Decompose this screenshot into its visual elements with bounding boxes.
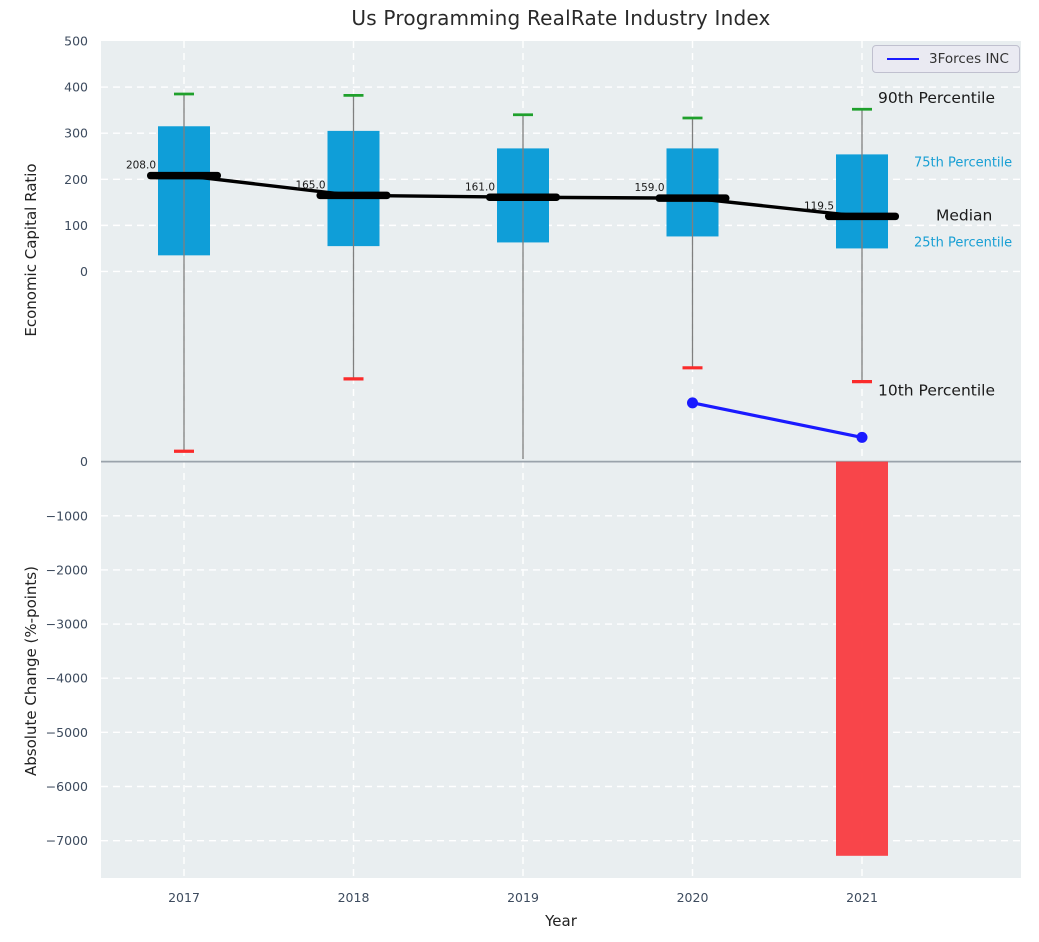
company-line	[692, 401, 863, 439]
y-tick-top: 0	[80, 264, 88, 279]
y-tick-bottom: −3000	[46, 617, 88, 632]
x-tick-label: 2019	[507, 890, 539, 905]
y-tick-bottom: −6000	[46, 779, 88, 794]
median-value-label-2018: 165.0	[295, 179, 325, 191]
y-tick-bottom: −5000	[46, 725, 88, 740]
median-line-2017	[147, 171, 221, 180]
x-tick-label: 2018	[338, 890, 370, 905]
annotation-p10: 10th Percentile	[878, 382, 995, 400]
median-line-2018	[316, 191, 391, 200]
y-tick-bottom: −4000	[46, 671, 88, 686]
annotation-p90: 90th Percentile	[878, 89, 995, 107]
y-tick-bottom: 0	[80, 454, 88, 469]
annotation-q3: 75th Percentile	[914, 155, 1012, 170]
annotation-q1: 25th Percentile	[914, 235, 1012, 250]
x-axis-label: Year	[545, 912, 577, 930]
median-line-2019	[486, 193, 560, 202]
y-tick-top: 400	[64, 80, 88, 95]
company-point	[856, 431, 868, 443]
legend: 3Forces INC	[872, 45, 1020, 73]
chart-title: Us Programming RealRate Industry Index	[351, 6, 771, 30]
median-line-2021	[825, 212, 899, 221]
y-tick-bottom: −2000	[46, 562, 88, 577]
x-tick-label: 2020	[677, 890, 709, 905]
y-tick-top: 300	[64, 126, 88, 141]
y-tick-bottom: −1000	[46, 508, 88, 523]
annotation-median: Median	[936, 206, 992, 224]
change-bar-2021	[836, 461, 888, 856]
median-line-2020	[655, 194, 730, 202]
median-value-label-2017: 208.0	[126, 160, 156, 172]
y-tick-top: 100	[64, 218, 88, 233]
median-value-label-2019: 161.0	[465, 181, 495, 193]
median-value-label-2020: 159.0	[634, 182, 664, 194]
y-tick-bottom: −7000	[46, 833, 88, 848]
y-tick-top: 200	[64, 172, 88, 187]
y-axis-label-top: Economic Capital Ratio	[22, 163, 40, 337]
legend-line-sample	[887, 58, 919, 60]
x-tick-label: 2017	[168, 890, 200, 905]
y-axis-label-bottom: Absolute Change (%-points)	[22, 566, 40, 776]
x-tick-label: 2021	[846, 890, 878, 905]
company-point	[687, 397, 698, 409]
legend-label: 3Forces INC	[929, 51, 1009, 67]
median-value-label-2021: 119.5	[804, 200, 834, 212]
y-tick-top: 500	[64, 34, 88, 49]
